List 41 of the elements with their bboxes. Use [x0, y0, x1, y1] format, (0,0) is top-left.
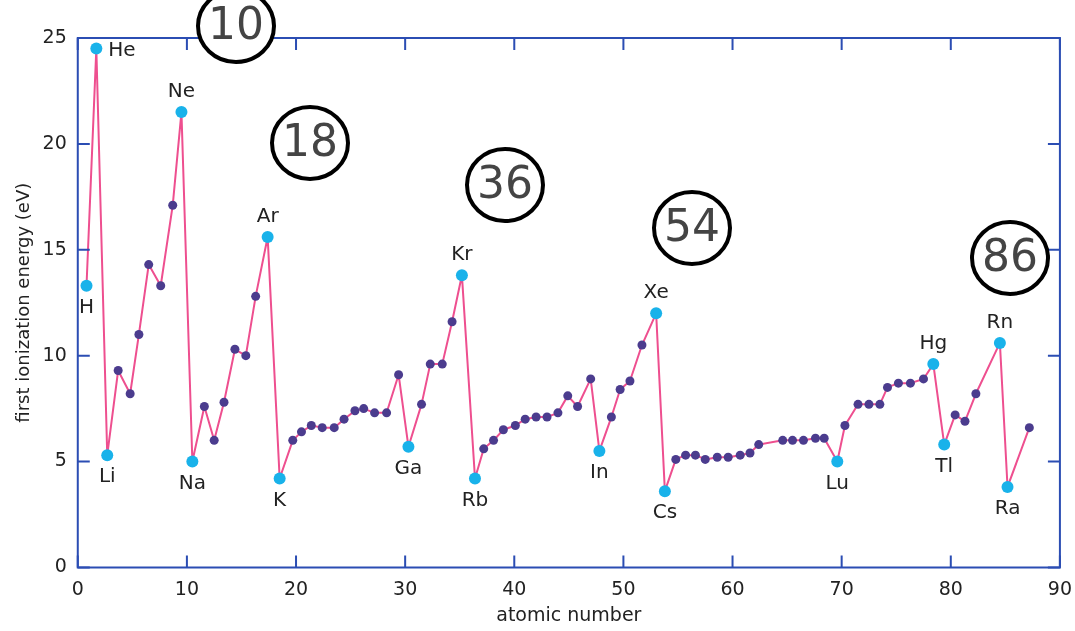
- y-tick-label: 10: [42, 342, 67, 365]
- annotation: 86: [982, 230, 1038, 282]
- x-tick-label: 0: [71, 576, 84, 599]
- annotation: Tl: [934, 452, 954, 477]
- x-tick-label: 70: [829, 576, 854, 599]
- y-tick-label: 15: [42, 236, 67, 259]
- annotation: Ga: [394, 454, 423, 479]
- annotation: Na: [178, 469, 206, 494]
- annotation: Rb: [461, 486, 489, 511]
- annotation: Lu: [825, 469, 850, 494]
- annotation: Kr: [451, 241, 474, 266]
- y-tick-label: 20: [42, 130, 67, 153]
- annotation: H: [78, 293, 95, 318]
- annotation: In: [590, 459, 609, 484]
- y-tick-label: 25: [42, 24, 67, 47]
- annotation: 54: [664, 200, 720, 252]
- annotation: 36: [477, 157, 533, 209]
- annotation: Ne: [167, 78, 196, 103]
- x-axis-title: atomic number: [496, 602, 642, 625]
- x-tick-label: 30: [393, 576, 418, 599]
- annotation: Hg: [919, 330, 948, 355]
- x-tick-label: 20: [283, 576, 309, 599]
- y-axis-title: first ionization energy (eV): [12, 182, 34, 423]
- x-tick-label: 10: [174, 576, 199, 599]
- annotation: Li: [98, 463, 116, 488]
- x-tick-label: 60: [720, 576, 745, 599]
- annotation: 18: [282, 115, 338, 167]
- annotation: K: [273, 486, 288, 511]
- annotation: Cs: [652, 499, 678, 524]
- annotation: 10: [208, 0, 264, 50]
- annotation: Ar: [256, 203, 280, 228]
- x-tick-label: 80: [938, 576, 963, 599]
- annotation: Ra: [994, 495, 1021, 520]
- annotation: Rn: [986, 309, 1014, 334]
- x-tick-label: 40: [502, 576, 527, 599]
- y-tick-label: 5: [54, 448, 67, 471]
- annotation: Xe: [643, 279, 669, 304]
- x-tick-label: 50: [611, 576, 636, 599]
- x-tick-label: 90: [1047, 576, 1073, 599]
- annotation: He: [108, 36, 136, 61]
- y-tick-label: 0: [54, 554, 67, 577]
